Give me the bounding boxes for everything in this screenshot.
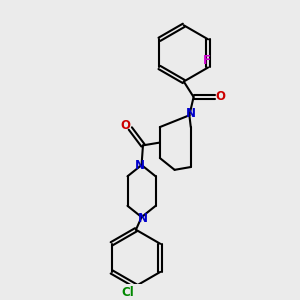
Text: F: F	[203, 54, 211, 67]
Text: N: N	[138, 212, 148, 225]
Text: O: O	[120, 119, 130, 132]
Text: O: O	[216, 91, 226, 103]
Text: N: N	[186, 107, 196, 120]
Text: Cl: Cl	[121, 286, 134, 299]
Text: N: N	[135, 159, 145, 172]
